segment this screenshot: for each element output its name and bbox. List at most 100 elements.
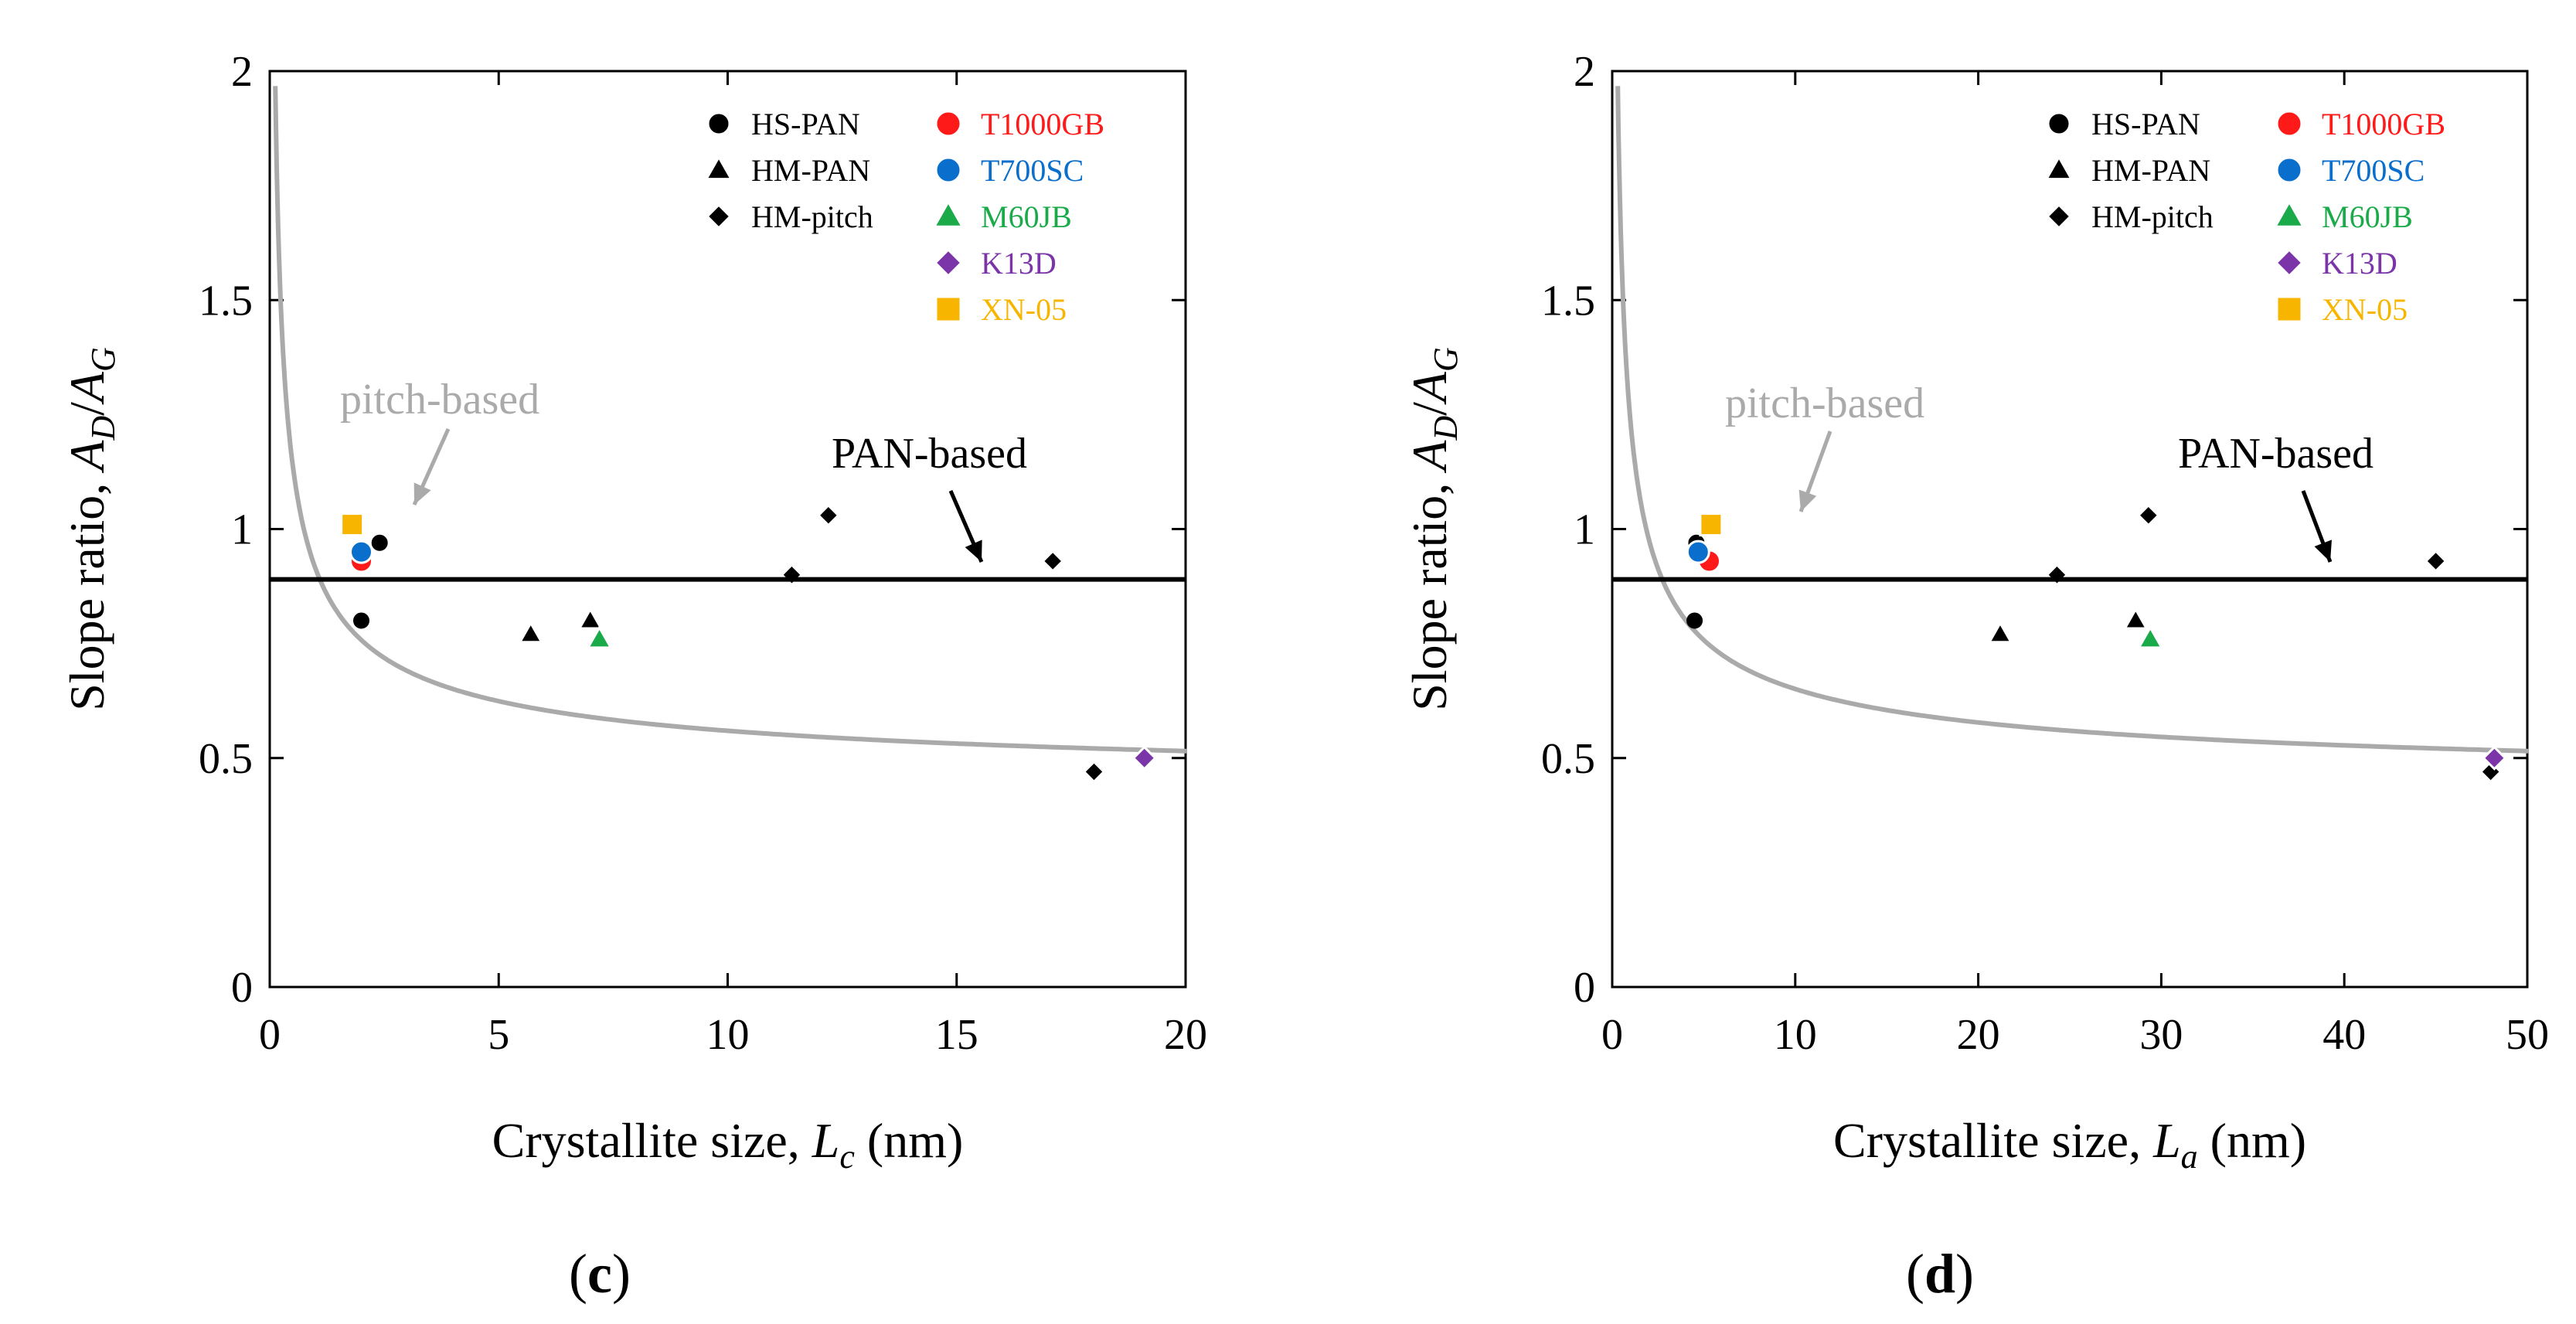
y-tick-label: 0 bbox=[231, 964, 253, 1012]
x-tick-label: 0 bbox=[259, 1011, 281, 1059]
legend-marker-hm-pan bbox=[708, 159, 730, 179]
x-tick-label: 5 bbox=[488, 1011, 509, 1059]
legend-marker-m60jb bbox=[2277, 204, 2302, 226]
data-point-hm-pan bbox=[1991, 625, 2009, 642]
legend-label-hs-pan: HS-PAN bbox=[2091, 107, 2200, 141]
data-point-hs-pan bbox=[1686, 612, 1703, 629]
data-point-t700sc bbox=[1686, 539, 1710, 564]
data-point-t700sc bbox=[349, 539, 373, 564]
legend-label-k13d: K13D bbox=[981, 246, 1057, 281]
pitch-based-arrowhead bbox=[1798, 489, 1817, 512]
series-hm-pan bbox=[522, 611, 600, 642]
legend-label-hm-pan: HM-PAN bbox=[2091, 153, 2210, 188]
y-tick-label: 0 bbox=[1574, 964, 1595, 1012]
data-point-hs-pan bbox=[371, 534, 388, 551]
legend-marker-xn-05 bbox=[937, 298, 960, 321]
legend-marker-xn-05 bbox=[2278, 298, 2301, 321]
data-point-hm-pitch bbox=[1044, 553, 1061, 570]
legend-label-hm-pitch: HM-pitch bbox=[751, 199, 873, 234]
data-point-hs-pan bbox=[353, 612, 369, 629]
data-point-hm-pan bbox=[581, 611, 600, 628]
series-xn-05 bbox=[1699, 512, 1724, 537]
data-point-hm-pitch bbox=[1085, 763, 1103, 781]
y-tick-label: 2 bbox=[231, 48, 253, 96]
x-tick-label: 40 bbox=[2322, 1011, 2366, 1059]
data-point-hm-pitch bbox=[2140, 507, 2157, 524]
x-tick-label: 0 bbox=[1601, 1011, 1623, 1059]
x-tick-label: 50 bbox=[2506, 1011, 2549, 1059]
series-hm-pitch bbox=[783, 507, 1103, 781]
data-point-hm-pitch bbox=[2427, 553, 2445, 570]
y-tick-label: 0.5 bbox=[1541, 735, 1595, 783]
legend-marker-t1000gb bbox=[2278, 112, 2301, 135]
legend-marker-t700sc bbox=[2278, 158, 2301, 182]
y-tick-label: 0.5 bbox=[199, 735, 253, 783]
legend-label-hm-pitch: HM-pitch bbox=[2091, 199, 2214, 234]
x-tick-label: 30 bbox=[2139, 1011, 2183, 1059]
data-point-m60jb bbox=[2136, 625, 2164, 649]
x-tick-label: 20 bbox=[1164, 1011, 1207, 1059]
pitch-based-curve bbox=[273, 86, 1187, 754]
legend-marker-k13d bbox=[937, 251, 960, 274]
series-hs-pan bbox=[353, 534, 388, 629]
legend-marker-t1000gb bbox=[937, 112, 960, 135]
series-xn-05 bbox=[340, 512, 365, 537]
legend-label-m60jb: M60JB bbox=[2322, 199, 2413, 234]
legend-marker-hm-pitch bbox=[709, 206, 729, 226]
data-point-xn-05 bbox=[340, 512, 365, 537]
y-tick-label: 1.5 bbox=[199, 277, 253, 325]
legend: HS-PAN HM-PAN HM-pitch T1000GB T700SC M60JB K1… bbox=[2048, 107, 2445, 327]
data-point-hm-pitch bbox=[783, 567, 801, 584]
series-t700sc bbox=[1686, 539, 1710, 564]
data-point-k13d bbox=[2482, 745, 2507, 771]
x-tick-label: 15 bbox=[935, 1011, 978, 1059]
legend-marker-t700sc bbox=[937, 158, 960, 182]
y-tick-label: 1 bbox=[231, 506, 253, 554]
pan-based-arrowhead bbox=[965, 539, 982, 562]
legend-label-xn-05: XN-05 bbox=[981, 292, 1067, 327]
legend-marker-hm-pitch bbox=[2049, 206, 2069, 226]
data-point-m60jb bbox=[586, 625, 613, 649]
pan-based-label: PAN-based bbox=[2178, 430, 2374, 478]
data-point-hm-pitch bbox=[2048, 567, 2066, 584]
data-point-hm-pan bbox=[522, 625, 540, 642]
y-axis-title: Slope ratio, AD/AG bbox=[1402, 347, 1465, 711]
data-point-hm-pan bbox=[2126, 611, 2145, 628]
panel-label: (d) bbox=[1906, 1243, 1974, 1305]
x-axis-title: Crystallite size, Lc (nm) bbox=[492, 1113, 964, 1176]
y-tick-label: 2 bbox=[1574, 48, 1595, 96]
chart-panel-c: 0 5 10 15 20 0 0.5 1 1.5 2 Crystallite size, Lc (n… bbox=[60, 48, 1207, 1305]
series-hm-pitch bbox=[2048, 507, 2499, 781]
pitch-based-label: pitch-based bbox=[1725, 380, 1924, 427]
legend-marker-hs-pan bbox=[2049, 114, 2069, 134]
pan-based-label: PAN-based bbox=[832, 430, 1027, 478]
series-hm-pan bbox=[1991, 611, 2145, 642]
data-point-k13d bbox=[1131, 745, 1157, 771]
pan-based-arrowhead bbox=[2314, 539, 2332, 562]
series-m60jb bbox=[2136, 625, 2164, 649]
series-t700sc bbox=[349, 539, 373, 564]
panel-label: (c) bbox=[569, 1243, 631, 1305]
x-tick-label: 20 bbox=[1957, 1011, 2000, 1059]
x-tick-label: 10 bbox=[706, 1011, 750, 1059]
data-point-hm-pitch bbox=[820, 507, 837, 524]
data-point-xn-05 bbox=[1699, 512, 1724, 537]
legend-label-t1000gb: T1000GB bbox=[2322, 107, 2445, 141]
pitch-based-arrowhead bbox=[413, 482, 431, 505]
pitch-based-label: pitch-based bbox=[340, 376, 539, 424]
legend-marker-hm-pan bbox=[2048, 159, 2070, 179]
legend-marker-k13d bbox=[2278, 251, 2301, 274]
legend-label-t1000gb: T1000GB bbox=[981, 107, 1104, 141]
legend-marker-hs-pan bbox=[709, 114, 729, 134]
legend-label-xn-05: XN-05 bbox=[2322, 292, 2408, 327]
x-axis-title: Crystallite size, La (nm) bbox=[1833, 1113, 2306, 1176]
legend-label-m60jb: M60JB bbox=[981, 199, 1072, 234]
legend: HS-PAN HM-PAN HM-pitch T1000GB T700SC M60JB K1… bbox=[708, 107, 1104, 327]
y-tick-label: 1 bbox=[1574, 506, 1595, 554]
y-axis-title: Slope ratio, AD/AG bbox=[60, 347, 122, 711]
series-k13d bbox=[1131, 745, 1157, 771]
y-tick-label: 1.5 bbox=[1541, 277, 1595, 325]
legend-marker-m60jb bbox=[936, 204, 961, 226]
legend-label-t700sc: T700SC bbox=[981, 153, 1084, 188]
